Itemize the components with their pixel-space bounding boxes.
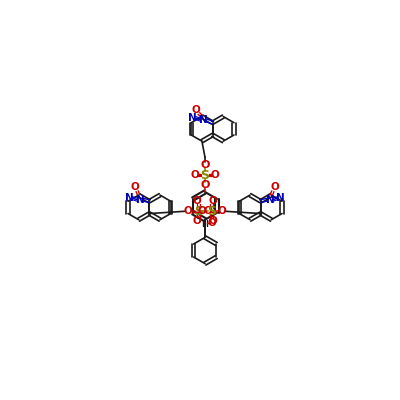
Text: O: O — [209, 196, 217, 206]
Text: N: N — [199, 115, 208, 125]
Text: O: O — [203, 206, 212, 216]
Text: O: O — [198, 206, 207, 216]
Text: N: N — [266, 195, 274, 205]
Text: S: S — [200, 168, 210, 182]
Text: O: O — [193, 216, 201, 226]
Text: S: S — [207, 205, 216, 218]
Text: O: O — [183, 206, 192, 216]
Text: O: O — [191, 170, 199, 180]
Text: S: S — [194, 205, 203, 218]
Text: N: N — [136, 195, 144, 205]
Text: O: O — [130, 182, 139, 192]
Text: O: O — [209, 216, 217, 226]
Text: O: O — [208, 218, 216, 228]
Text: N: N — [188, 113, 197, 123]
Text: O: O — [211, 170, 219, 180]
Text: O: O — [200, 180, 210, 190]
Text: O: O — [271, 182, 280, 192]
Text: N: N — [276, 193, 285, 203]
Text: O: O — [200, 160, 210, 170]
Text: O: O — [193, 196, 201, 206]
Text: O: O — [191, 105, 200, 115]
Text: N: N — [125, 193, 134, 203]
Text: O: O — [218, 206, 227, 216]
